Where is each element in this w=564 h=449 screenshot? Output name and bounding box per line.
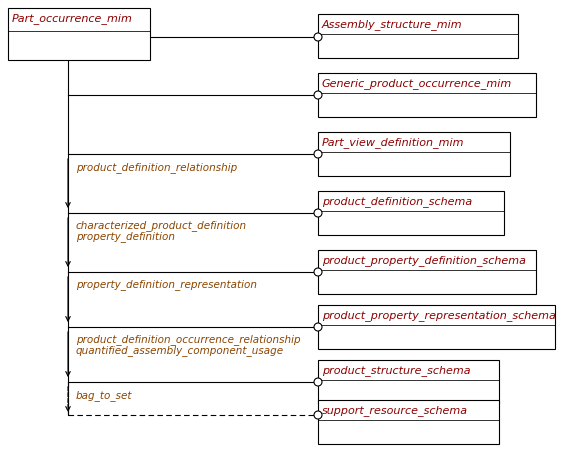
Text: property_definition_representation: property_definition_representation: [76, 279, 257, 290]
Circle shape: [314, 323, 322, 331]
Bar: [318, 400, 499, 444]
Text: support_resource_schema: support_resource_schema: [322, 405, 468, 416]
Circle shape: [314, 411, 322, 419]
Text: property_definition: property_definition: [76, 231, 175, 242]
Text: Part_view_definition_mim: Part_view_definition_mim: [322, 137, 465, 148]
Bar: [8, 8, 150, 60]
Text: Generic_product_occurrence_mim: Generic_product_occurrence_mim: [322, 78, 512, 89]
Text: product_structure_schema: product_structure_schema: [322, 365, 470, 376]
Text: characterized_product_definition: characterized_product_definition: [76, 220, 247, 231]
Circle shape: [314, 378, 322, 386]
Text: Part_occurrence_mim: Part_occurrence_mim: [12, 13, 133, 24]
Text: product_definition_relationship: product_definition_relationship: [76, 162, 237, 173]
Bar: [318, 14, 518, 58]
Text: product_definition_schema: product_definition_schema: [322, 196, 472, 207]
Bar: [318, 250, 536, 294]
Bar: [318, 73, 536, 117]
Circle shape: [314, 209, 322, 217]
Text: product_property_definition_schema: product_property_definition_schema: [322, 255, 526, 266]
Circle shape: [314, 150, 322, 158]
Circle shape: [314, 33, 322, 41]
Circle shape: [314, 91, 322, 99]
Text: product_property_representation_schema: product_property_representation_schema: [322, 310, 556, 321]
Bar: [318, 305, 555, 349]
Text: quantified_assembly_component_usage: quantified_assembly_component_usage: [76, 345, 284, 356]
Bar: [318, 191, 504, 235]
Text: Assembly_structure_mim: Assembly_structure_mim: [322, 19, 462, 30]
Bar: [318, 132, 510, 176]
Text: bag_to_set: bag_to_set: [76, 390, 133, 401]
Text: product_definition_occurrence_relationship: product_definition_occurrence_relationsh…: [76, 334, 301, 345]
Bar: [318, 360, 499, 404]
Circle shape: [314, 268, 322, 276]
